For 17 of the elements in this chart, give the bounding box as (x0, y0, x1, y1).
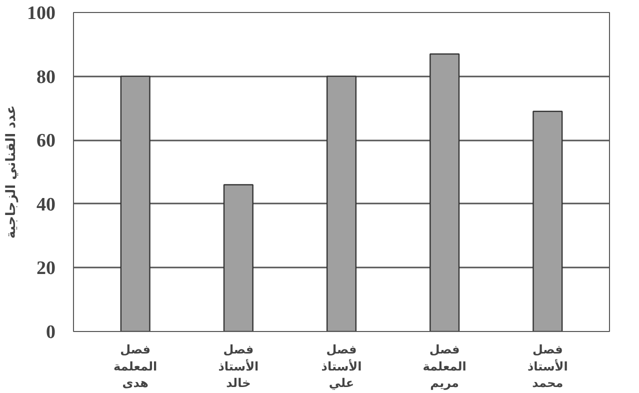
y-tick-label: 40 (36, 194, 56, 216)
y-axis-title: عدد القناني الزجاجية (4, 105, 19, 239)
x-tick-label: فصل الأستاذ خالد (218, 342, 259, 390)
x-tick-label: فصل الأستاذ علي (321, 342, 362, 390)
y-tick-label: 60 (36, 130, 56, 152)
bar (326, 76, 357, 332)
x-tick-label: فصل الأستاذ محمد (527, 342, 568, 390)
y-tick-label: 20 (36, 258, 56, 280)
bar (532, 110, 563, 332)
y-tick-label: 80 (36, 66, 56, 88)
x-tick-label: فصل المعلمة هدى (114, 342, 158, 390)
bar (120, 76, 150, 332)
y-tick-label: 100 (27, 3, 56, 24)
bar (223, 184, 254, 332)
x-tick-label: فصل المعلمة مريم (422, 342, 466, 390)
bar (430, 53, 460, 332)
y-tick-label: 0 (46, 322, 56, 343)
